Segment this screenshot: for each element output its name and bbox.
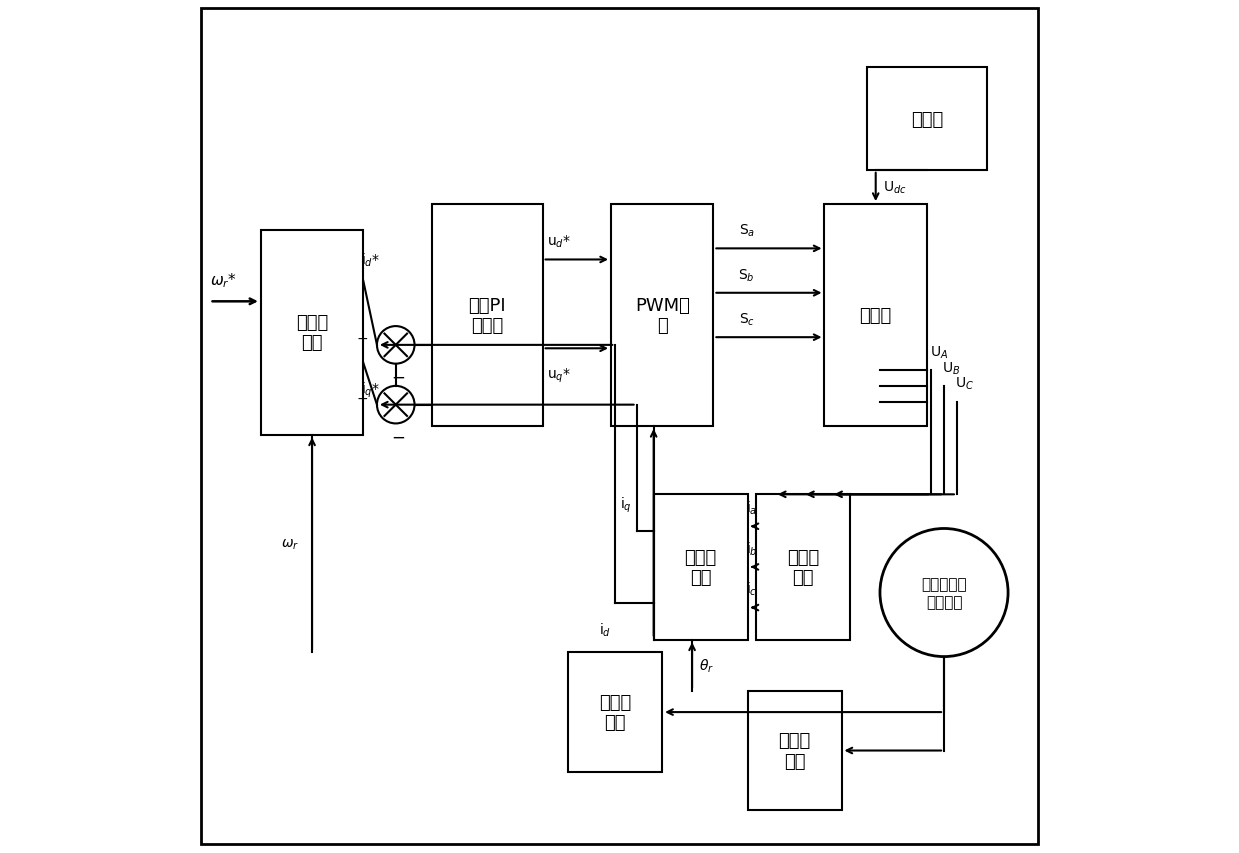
- Text: 电流传
感器: 电流传 感器: [787, 548, 819, 587]
- Text: 指令发
生器: 指令发 生器: [296, 313, 328, 352]
- FancyBboxPatch shape: [261, 230, 363, 435]
- Text: i$_q$: i$_q$: [621, 495, 632, 514]
- Text: u$_d$*: u$_d$*: [546, 234, 571, 250]
- Text: 速度传
感器: 速度传 感器: [600, 693, 632, 732]
- Text: U$_A$: U$_A$: [929, 345, 948, 361]
- Text: 电流PI
调节器: 电流PI 调节器: [468, 296, 506, 335]
- Text: $\theta_r$: $\theta_r$: [699, 657, 714, 674]
- FancyBboxPatch shape: [867, 68, 986, 171]
- Text: 电流转
换器: 电流转 换器: [684, 548, 716, 587]
- Text: −: −: [392, 368, 405, 386]
- Text: U$_{dc}$: U$_{dc}$: [882, 179, 906, 196]
- FancyBboxPatch shape: [824, 205, 927, 426]
- Text: 凸极式永磁
同步电机: 凸极式永磁 同步电机: [922, 577, 966, 609]
- Text: −: −: [392, 428, 405, 446]
- Text: 逆变器: 逆变器: [860, 306, 892, 325]
- Text: S$_b$: S$_b$: [738, 267, 755, 283]
- Text: U$_B$: U$_B$: [943, 360, 960, 376]
- Text: U$_C$: U$_C$: [955, 375, 974, 392]
- FancyBboxPatch shape: [654, 495, 747, 640]
- Text: $\omega_r$: $\omega_r$: [281, 537, 300, 551]
- Text: i$_a$: i$_a$: [746, 499, 757, 516]
- Text: i$_b$: i$_b$: [746, 540, 758, 557]
- Text: 电池组: 电池组: [911, 110, 943, 129]
- FancyBboxPatch shape: [569, 653, 662, 772]
- FancyBboxPatch shape: [611, 205, 714, 426]
- Text: $\omega_r$*: $\omega_r$*: [209, 270, 237, 289]
- FancyBboxPatch shape: [431, 205, 543, 426]
- Text: i$_q$*: i$_q$*: [361, 380, 379, 400]
- Text: i$_d$: i$_d$: [598, 621, 611, 638]
- Text: +: +: [357, 392, 368, 405]
- Text: S$_c$: S$_c$: [738, 311, 755, 328]
- Text: u$_q$*: u$_q$*: [546, 366, 571, 384]
- Text: i$_c$: i$_c$: [746, 580, 757, 598]
- Text: +: +: [357, 332, 368, 345]
- FancyBboxPatch shape: [756, 495, 850, 640]
- Text: i$_d$*: i$_d$*: [361, 252, 379, 269]
- Text: S$_a$: S$_a$: [738, 223, 755, 239]
- Text: 位置传
感器: 位置传 感器: [778, 731, 810, 770]
- Text: PWM调
制: PWM调 制: [634, 296, 690, 335]
- FancyBboxPatch shape: [747, 691, 841, 810]
